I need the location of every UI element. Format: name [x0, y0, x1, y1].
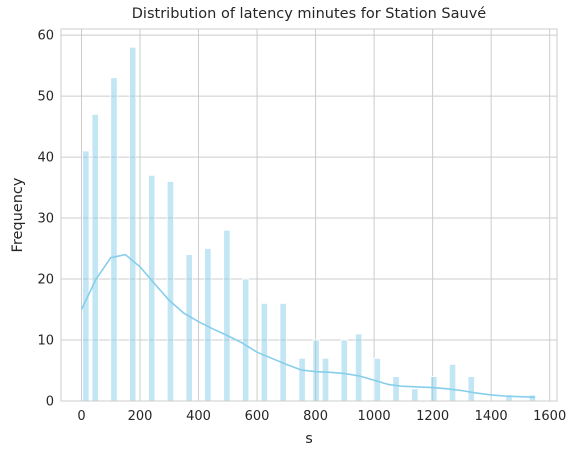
histogram-bar	[83, 151, 89, 401]
y-tick-label: 10	[37, 334, 54, 349]
histogram-bar	[129, 47, 135, 401]
histogram-bar	[355, 334, 361, 401]
y-tick-label: 0	[46, 395, 54, 410]
x-tick-label: 400	[186, 409, 211, 424]
x-tick-label: 800	[303, 409, 328, 424]
x-tick-labels: 0 200 400 600 800 1000 1200 1400 1600	[77, 409, 566, 424]
chart-title: Distribution of latency minutes for Stat…	[132, 6, 487, 22]
histogram-bar	[412, 389, 418, 401]
histogram-bar	[449, 364, 455, 401]
x-tick-label: 0	[77, 409, 85, 424]
histogram-bar	[92, 114, 98, 401]
y-axis-label: Frequency	[10, 177, 26, 252]
histogram-bar	[148, 175, 154, 401]
y-tick-label: 30	[37, 212, 54, 227]
x-tick-label: 1400	[475, 409, 508, 424]
x-tick-label: 600	[245, 409, 270, 424]
histogram-bar	[341, 340, 347, 401]
histogram-bar	[186, 255, 192, 401]
histogram-bar	[374, 358, 380, 401]
y-tick-label: 60	[37, 29, 54, 44]
histogram-bar	[261, 303, 267, 401]
y-tick-label: 40	[37, 151, 54, 166]
x-tick-label: 1200	[416, 409, 449, 424]
histogram-bar	[111, 78, 117, 401]
histogram-bar	[224, 230, 230, 401]
y-tick-labels: 0 10 20 30 40 50 60	[37, 29, 54, 410]
y-tick-label: 50	[37, 90, 54, 105]
histogram-bar	[313, 340, 319, 401]
histogram-bar	[167, 181, 173, 401]
y-tick-label: 20	[37, 273, 54, 288]
histogram-bar	[322, 358, 328, 401]
histogram-bar	[280, 303, 286, 401]
histogram-bar	[468, 377, 474, 401]
histogram-bar	[393, 377, 399, 401]
histogram-bar	[431, 377, 437, 401]
x-tick-label: 200	[128, 409, 153, 424]
histogram-bar	[299, 358, 305, 401]
x-tick-label: 1000	[358, 409, 391, 424]
x-axis-label: s	[305, 431, 313, 447]
x-tick-label: 1600	[533, 409, 566, 424]
histogram-bar	[242, 279, 248, 401]
